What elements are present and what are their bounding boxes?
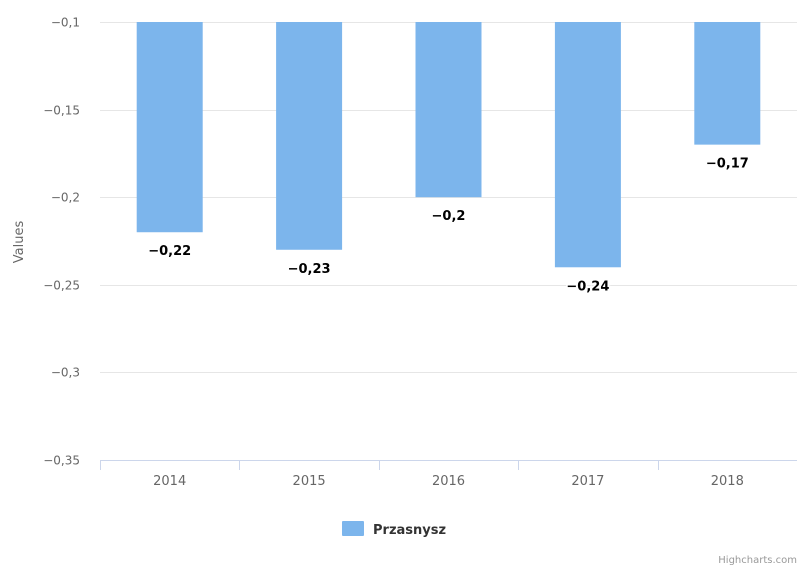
legend-label[interactable]: Przasnysz [373, 523, 446, 538]
y-tick-label: −0,35 [43, 454, 80, 468]
y-tick-label: −0,1 [51, 16, 80, 30]
bar[interactable] [276, 22, 343, 250]
bar[interactable] [694, 22, 761, 145]
credits-link[interactable]: Highcharts.com [718, 555, 797, 566]
x-tick-label: 2018 [711, 474, 744, 489]
x-tick-label: 2016 [432, 474, 465, 489]
data-label: −0,23 [288, 262, 331, 277]
data-label: −0,22 [148, 244, 191, 259]
data-label: −0,2 [432, 209, 466, 224]
bars [136, 22, 761, 268]
y-tick-label: −0,2 [51, 191, 80, 205]
y-axis-tick-labels: −0,1 −0,15 −0,2 −0,25 −0,3 −0,35 [43, 16, 80, 468]
data-label: −0,24 [566, 279, 609, 294]
y-tick-label: −0,25 [43, 279, 80, 293]
bar[interactable] [136, 22, 203, 233]
y-tick-label: −0,15 [43, 104, 80, 118]
bar[interactable] [554, 22, 621, 268]
y-tick-label: −0,3 [51, 366, 80, 380]
data-labels: −0,22 −0,23 −0,2 −0,24 −0,17 [147, 155, 751, 296]
y-axis-title: Values [12, 221, 27, 264]
bar[interactable] [415, 22, 482, 198]
x-tick-label: 2015 [293, 474, 326, 489]
legend[interactable]: Przasnysz [342, 521, 446, 538]
x-axis: 2014 2015 2016 2017 2018 [100, 460, 797, 489]
x-tick-label: 2017 [571, 474, 604, 489]
legend-swatch[interactable] [342, 521, 364, 536]
data-label: −0,17 [706, 157, 749, 172]
x-tick-label: 2014 [153, 474, 186, 489]
